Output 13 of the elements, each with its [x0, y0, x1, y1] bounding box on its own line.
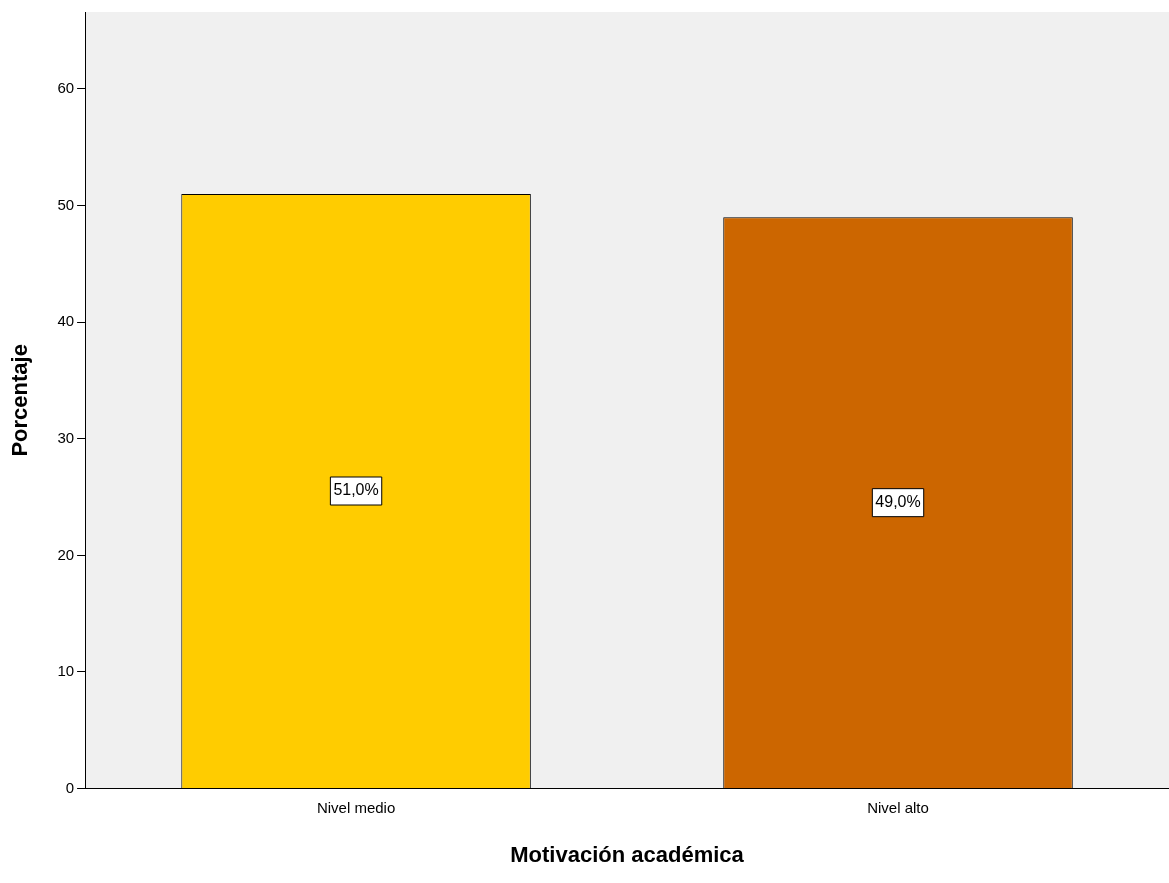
x-tick-label: Nivel alto: [867, 798, 929, 816]
data-label: 51,0%: [333, 481, 379, 499]
y-tick-label: 50: [57, 195, 75, 213]
x-tick-label: Nivel medio: [316, 798, 396, 816]
y-tick-label: 0: [65, 778, 75, 796]
x-axis-title: Motivación académica: [510, 841, 745, 867]
y-tick-label: 40: [57, 312, 75, 330]
y-tick-label: 60: [57, 79, 75, 97]
y-tick-label: 30: [57, 428, 75, 446]
data-label: 49,0%: [875, 493, 921, 511]
y-tick-label: 10: [57, 662, 75, 680]
y-tick-label: 20: [57, 545, 75, 563]
y-axis-title: Porcentaje: [7, 344, 33, 457]
